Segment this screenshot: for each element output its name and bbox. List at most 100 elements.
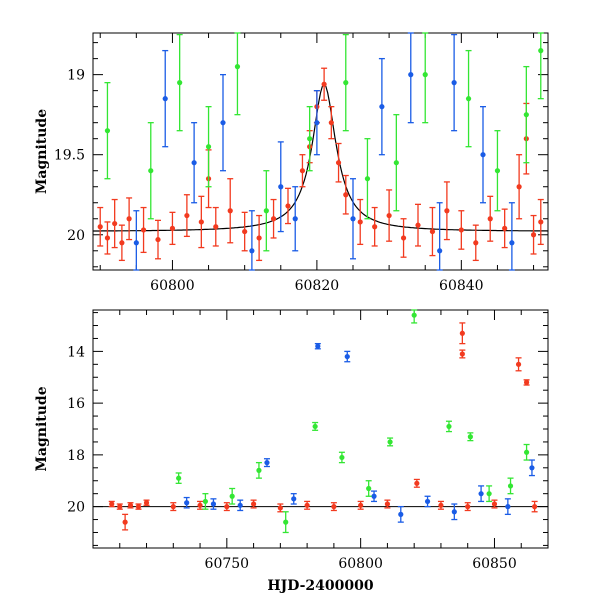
data-point [162, 96, 168, 102]
top-panel: 60800 60820 60840 19 19.5 20 Magnitude [34, 32, 549, 294]
data-point [242, 228, 248, 235]
data-point [291, 496, 297, 502]
data-point [335, 160, 342, 166]
data-point [371, 493, 377, 499]
data-point [278, 184, 284, 190]
data-point [429, 228, 436, 235]
data-point [465, 96, 472, 102]
data-point [415, 222, 421, 228]
data-point [530, 232, 537, 238]
x-tick-label: 60800 [338, 556, 383, 572]
data-point [480, 152, 486, 158]
data-point [270, 216, 277, 222]
data-point [304, 502, 310, 508]
data-point [315, 343, 321, 349]
data-point [250, 501, 257, 507]
bottom-panel: 60750 60800 60850 14 16 18 20 Magnitude HJD-24… [34, 309, 549, 594]
data-point [458, 227, 464, 233]
data-point [523, 112, 529, 118]
data-point [505, 504, 511, 510]
data-point [220, 120, 226, 126]
data-point [176, 475, 182, 481]
top-axes: 60800 60820 60840 19 19.5 20 [54, 33, 548, 294]
data-point [502, 225, 508, 231]
data-point [277, 505, 283, 511]
data-point [283, 519, 289, 525]
data-point [117, 504, 123, 510]
x-tick-label: 60840 [439, 278, 484, 294]
data-point [314, 120, 320, 126]
x-tick-label: 60800 [150, 278, 195, 294]
data-point [343, 192, 349, 198]
data-point [205, 144, 212, 150]
data-point [398, 511, 404, 517]
data-point [170, 504, 176, 510]
data-point [478, 491, 484, 497]
data-point [459, 330, 465, 336]
data-point [140, 227, 147, 233]
data-point [148, 168, 154, 174]
data-point [339, 454, 345, 461]
data-point [312, 423, 318, 430]
data-point [155, 236, 161, 243]
bottom-axes: 60750 60800 60850 14 16 18 20 [67, 310, 549, 572]
data-point [184, 212, 190, 219]
data-point [299, 168, 306, 174]
data-point [446, 423, 452, 430]
data-point [202, 498, 209, 505]
data-point [422, 72, 428, 78]
data-point [234, 64, 241, 70]
data-point [386, 212, 392, 219]
data-point [122, 519, 128, 525]
data-point [357, 219, 363, 225]
data-point [256, 235, 262, 241]
top-model-curve [93, 83, 549, 232]
data-point [104, 235, 111, 241]
data-point [104, 128, 111, 134]
y-tick-label: 19.5 [54, 148, 85, 164]
y-tick-label: 19 [67, 68, 85, 84]
data-point [285, 203, 291, 209]
data-point [473, 240, 479, 246]
data-point [414, 480, 420, 486]
data-point [210, 501, 217, 507]
data-point [213, 224, 219, 230]
data-point [509, 240, 515, 246]
data-point [364, 176, 371, 182]
top-plot-frame [92, 32, 549, 271]
bottom-plot-frame [92, 309, 549, 549]
bottom-x-axis-label: HJD-2400000 [267, 578, 374, 594]
data-point [465, 504, 471, 510]
data-point [507, 483, 514, 489]
data-point [451, 80, 457, 86]
data-point [197, 502, 203, 508]
data-point [459, 351, 465, 357]
data-point [143, 500, 150, 506]
model-curve [93, 83, 549, 232]
data-point [344, 353, 350, 360]
data-point [307, 136, 313, 142]
y-tick-label: 14 [67, 344, 85, 360]
data-point [191, 160, 197, 166]
data-point [112, 220, 118, 227]
data-point [491, 501, 498, 507]
data-point [198, 219, 204, 225]
data-point [328, 120, 334, 126]
data-point [515, 361, 522, 367]
y-tick-label: 20 [67, 228, 85, 244]
data-point [229, 493, 235, 499]
data-point [437, 248, 443, 254]
data-point [169, 225, 176, 231]
data-point [109, 501, 115, 507]
data-point [424, 498, 431, 505]
data-point [177, 80, 183, 86]
data-point [408, 72, 414, 78]
data-point [467, 434, 473, 440]
data-point [366, 485, 372, 492]
x-tick-label: 60820 [295, 278, 340, 294]
data-point [133, 240, 139, 246]
data-point [350, 216, 356, 222]
data-point [387, 439, 393, 445]
data-point [444, 208, 450, 214]
